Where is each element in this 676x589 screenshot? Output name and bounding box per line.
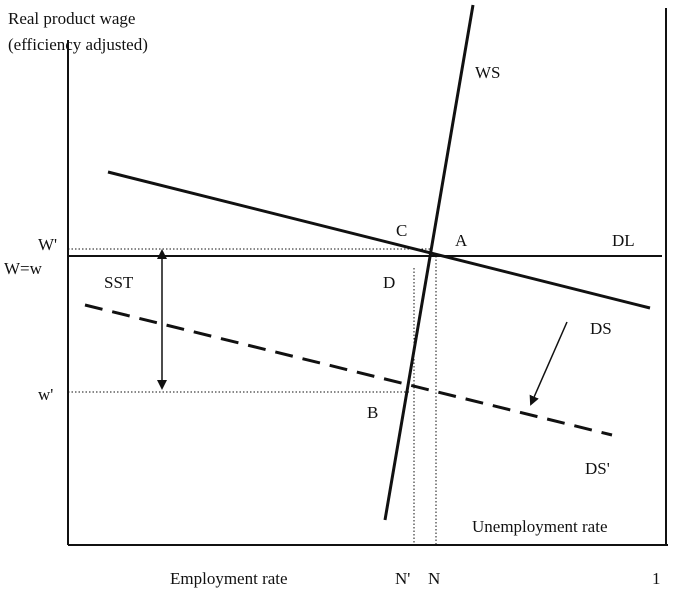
point-label: D (383, 273, 395, 292)
level-label: w' (38, 385, 53, 404)
y-label: Real product wage (8, 9, 135, 28)
ds-prime-line (84, 303, 613, 437)
curve-label: DS' (585, 459, 610, 478)
right-label: Unemployment rate (472, 517, 608, 536)
level-label: W=w (4, 259, 43, 278)
curve-label: DS (590, 319, 612, 338)
curve-label: DL (612, 231, 635, 250)
level-label: N (428, 569, 440, 588)
point-label: A (455, 231, 468, 250)
y-label: (efficiency adjusted) (8, 35, 148, 54)
x-end-label: 1 (652, 569, 661, 588)
ds-line (107, 170, 651, 310)
point-label: B (367, 403, 378, 422)
point-label: C (396, 221, 407, 240)
ws-line (383, 4, 475, 521)
level-label: W' (38, 235, 57, 254)
x-label: Employment rate (170, 569, 288, 588)
level-label: N' (395, 569, 410, 588)
curve-label: WS (475, 63, 501, 82)
curve-label: SST (104, 273, 134, 292)
shift-arrow (529, 321, 568, 406)
